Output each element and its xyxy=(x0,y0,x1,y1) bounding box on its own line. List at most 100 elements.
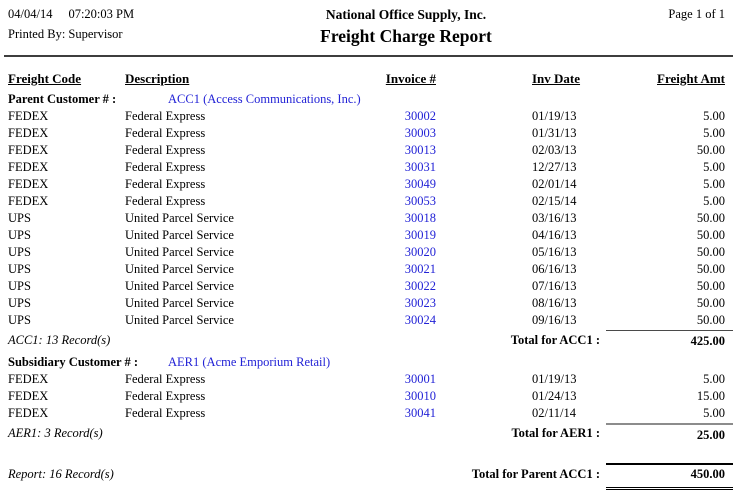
description-cell: United Parcel Service xyxy=(125,279,234,293)
group-total-amount: 25.00 xyxy=(606,423,733,443)
freight-code-cell: UPS xyxy=(8,228,31,242)
freight-amt-cell: 5.00 xyxy=(703,109,725,123)
inv-date-cell: 02/03/13 xyxy=(532,143,577,157)
page-number: Page 1 of 1 xyxy=(668,7,725,21)
freight-amt-cell: 50.00 xyxy=(696,211,725,225)
column-header-inv-date: Inv Date xyxy=(532,71,581,86)
freight-amt-cell: 5.00 xyxy=(703,177,725,191)
description-cell: Federal Express xyxy=(125,126,206,140)
table-row: FEDEX Federal Express 30010 01/24/13 15.00 xyxy=(0,388,737,405)
freight-amt-cell: 50.00 xyxy=(696,296,725,310)
freight-code-cell: FEDEX xyxy=(8,143,49,157)
invoice-link[interactable]: 30049 xyxy=(404,177,436,191)
report-footer-row: Report: 16 Record(s) Total for Parent ACC… xyxy=(0,463,737,490)
invoice-link[interactable]: 30041 xyxy=(404,406,436,420)
table-row: FEDEX Federal Express 30001 01/19/13 5.00 xyxy=(0,371,737,388)
group-total-label: Total for ACC1 : xyxy=(510,333,600,347)
inv-date-cell: 12/27/13 xyxy=(532,160,577,174)
description-cell: Federal Express xyxy=(125,194,206,208)
invoice-link[interactable]: 30001 xyxy=(404,372,436,386)
freight-amt-cell: 5.00 xyxy=(703,406,725,420)
customer-group: Parent Customer # : ACC1 (Access Communic… xyxy=(0,90,737,349)
invoice-link[interactable]: 30053 xyxy=(404,194,436,208)
table-row: FEDEX Federal Express 30003 01/31/13 5.00 xyxy=(0,125,737,142)
description-cell: Federal Express xyxy=(125,406,206,420)
freight-amt-cell: 5.00 xyxy=(703,372,725,386)
description-cell: Federal Express xyxy=(125,160,206,174)
table-row: UPS United Parcel Service 30021 06/16/13 50.… xyxy=(0,261,737,278)
description-cell: United Parcel Service xyxy=(125,262,234,276)
freight-amt-cell: 5.00 xyxy=(703,160,725,174)
description-cell: Federal Express xyxy=(125,109,206,123)
invoice-link[interactable]: 30018 xyxy=(404,211,436,225)
table-row: UPS United Parcel Service 30019 04/16/13 50.… xyxy=(0,227,737,244)
freight-code-cell: UPS xyxy=(8,262,31,276)
print-datetime: 04/04/14 07:20:03 PM xyxy=(8,7,223,22)
customer-link[interactable]: ACC1 (Access Communications, Inc.) xyxy=(168,92,361,106)
group-label: Subsidiary Customer # : xyxy=(8,355,138,369)
inv-date-cell: 02/11/14 xyxy=(532,406,576,420)
inv-date-cell: 01/31/13 xyxy=(532,126,577,140)
invoice-link[interactable]: 30019 xyxy=(404,228,436,242)
report-header: 04/04/14 07:20:03 PM Printed By: Supervis… xyxy=(0,0,737,47)
invoice-link[interactable]: 30013 xyxy=(404,143,436,157)
print-date: 04/04/14 xyxy=(8,7,53,21)
description-cell: United Parcel Service xyxy=(125,296,234,310)
table-row: FEDEX Federal Express 30013 02/03/13 50.00 xyxy=(0,142,737,159)
freight-charge-report: 04/04/14 07:20:03 PM Printed By: Supervis… xyxy=(0,0,737,490)
invoice-link[interactable]: 30020 xyxy=(404,245,436,259)
freight-code-cell: UPS xyxy=(8,296,31,310)
inv-date-cell: 01/19/13 xyxy=(532,109,577,123)
inv-date-cell: 08/16/13 xyxy=(532,296,577,310)
invoice-link[interactable]: 30021 xyxy=(404,262,436,276)
invoice-link[interactable]: 30002 xyxy=(404,109,436,123)
column-header-description: Description xyxy=(125,71,190,86)
table-row: UPS United Parcel Service 30023 08/16/13 50.… xyxy=(0,295,737,312)
inv-date-cell: 05/16/13 xyxy=(532,245,577,259)
freight-code-cell: UPS xyxy=(8,279,31,293)
company-name: National Office Supply, Inc. xyxy=(325,7,487,22)
inv-date-cell: 04/16/13 xyxy=(532,228,577,242)
inv-date-cell: 02/15/14 xyxy=(532,194,577,208)
group-summary-row: ACC1: 13 Record(s) Total for ACC1 : 425.00 xyxy=(0,330,737,349)
customer-link[interactable]: AER1 (Acme Emporium Retail) xyxy=(168,355,331,369)
group-total-amount: 425.00 xyxy=(606,330,733,349)
table-row: FEDEX Federal Express 30041 02/11/14 5.00 xyxy=(0,405,737,422)
freight-code-cell: UPS xyxy=(8,245,31,259)
description-cell: Federal Express xyxy=(125,143,206,157)
table-row: FEDEX Federal Express 30053 02/15/14 5.00 xyxy=(0,193,737,210)
description-cell: United Parcel Service xyxy=(125,228,234,242)
table-row: FEDEX Federal Express 30031 12/27/13 5.00 xyxy=(0,159,737,176)
invoice-link[interactable]: 30003 xyxy=(404,126,436,140)
freight-amt-cell: 50.00 xyxy=(696,262,725,276)
freight-code-cell: FEDEX xyxy=(8,406,49,420)
invoice-link[interactable]: 30031 xyxy=(404,160,436,174)
invoice-link[interactable]: 30023 xyxy=(404,296,436,310)
inv-date-cell: 03/16/13 xyxy=(532,211,577,225)
table-row: UPS United Parcel Service 30024 09/16/13 50.… xyxy=(0,312,737,329)
invoice-link[interactable]: 30022 xyxy=(404,279,436,293)
table-row: FEDEX Federal Express 30049 02/01/14 5.00 xyxy=(0,176,737,193)
table-row: UPS United Parcel Service 30022 07/16/13 50.… xyxy=(0,278,737,295)
inv-date-cell: 02/01/14 xyxy=(532,177,577,191)
column-headers: Freight Code Description Invoice # Inv D… xyxy=(0,70,737,88)
freight-code-cell: FEDEX xyxy=(8,177,49,191)
invoice-link[interactable]: 30024 xyxy=(404,313,436,327)
description-cell: Federal Express xyxy=(125,389,206,403)
freight-amt-cell: 50.00 xyxy=(696,228,725,242)
freight-code-cell: UPS xyxy=(8,313,31,327)
freight-amt-cell: 15.00 xyxy=(696,389,725,403)
table-row: UPS United Parcel Service 30018 03/16/13 50.… xyxy=(0,210,737,227)
column-header-freight-code: Freight Code xyxy=(8,71,82,86)
group-total-label: Total for AER1 : xyxy=(511,426,600,440)
header-divider xyxy=(4,55,733,57)
grand-total-label: Total for Parent ACC1 : xyxy=(471,467,600,481)
description-cell: Federal Express xyxy=(125,372,206,386)
group-record-count: ACC1: 13 Record(s) xyxy=(8,333,111,347)
invoice-link[interactable]: 30010 xyxy=(404,389,436,403)
freight-code-cell: FEDEX xyxy=(8,109,49,123)
freight-code-cell: FEDEX xyxy=(8,194,49,208)
description-cell: Federal Express xyxy=(125,177,206,191)
table-row: FEDEX Federal Express 30002 01/19/13 5.00 xyxy=(0,108,737,125)
group-summary-row: AER1: 3 Record(s) Total for AER1 : 25.00 xyxy=(0,423,737,443)
